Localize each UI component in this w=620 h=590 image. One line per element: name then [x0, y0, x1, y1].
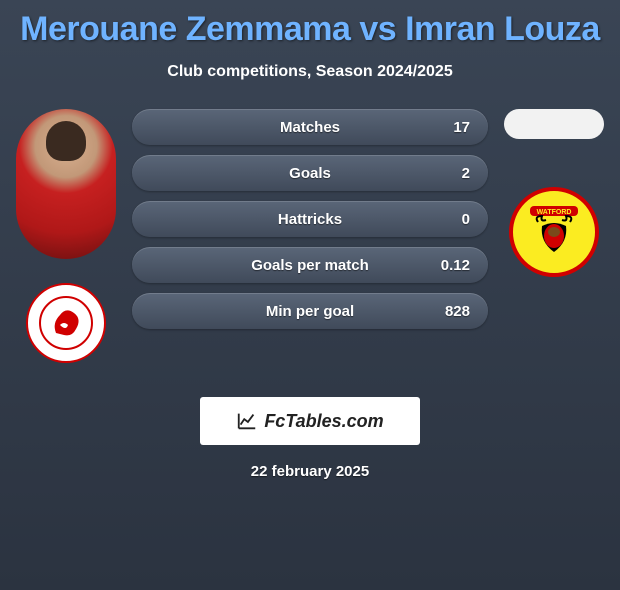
stat-label: Goals: [210, 165, 410, 182]
stat-right-value: 2: [410, 165, 470, 182]
date-text: 22 february 2025: [0, 463, 620, 480]
stat-right-value: 17: [410, 119, 470, 136]
brand-logo[interactable]: FcTables.com: [200, 397, 420, 445]
stat-row-matches: Matches 17: [132, 109, 488, 145]
club-left-badge: [26, 283, 106, 363]
stat-label: Matches: [210, 119, 410, 136]
stat-row-goals-per-match: Goals per match 0.12: [132, 247, 488, 283]
player-right-column: WATFORD: [494, 109, 614, 277]
club-right-badge: WATFORD: [509, 187, 599, 277]
stat-label: Hattricks: [210, 211, 410, 228]
stat-right-value: 828: [410, 303, 470, 320]
stats-column: Matches 17 Goals 2 Hattricks 0 Goals per…: [126, 109, 494, 339]
stat-row-min-per-goal: Min per goal 828: [132, 293, 488, 329]
comparison-title: Merouane Zemmama vs Imran Louza: [0, 10, 620, 49]
lion-crest-icon: [38, 295, 94, 351]
stat-right-value: 0.12: [410, 257, 470, 274]
svg-text:WATFORD: WATFORD: [537, 209, 572, 216]
player-right-avatar: [504, 109, 604, 139]
subtitle: Club competitions, Season 2024/2025: [0, 63, 620, 81]
stat-label: Goals per match: [210, 257, 410, 274]
stat-label: Min per goal: [210, 303, 410, 320]
chart-icon: [236, 410, 258, 432]
stat-right-value: 0: [410, 211, 470, 228]
comparison-body: Matches 17 Goals 2 Hattricks 0 Goals per…: [0, 109, 620, 363]
stat-row-hattricks: Hattricks 0: [132, 201, 488, 237]
player-left-column: [6, 109, 126, 363]
stat-row-goals: Goals 2: [132, 155, 488, 191]
moose-crest-icon: WATFORD: [524, 202, 584, 262]
brand-text: FcTables.com: [264, 411, 383, 432]
player-left-avatar: [16, 109, 116, 259]
